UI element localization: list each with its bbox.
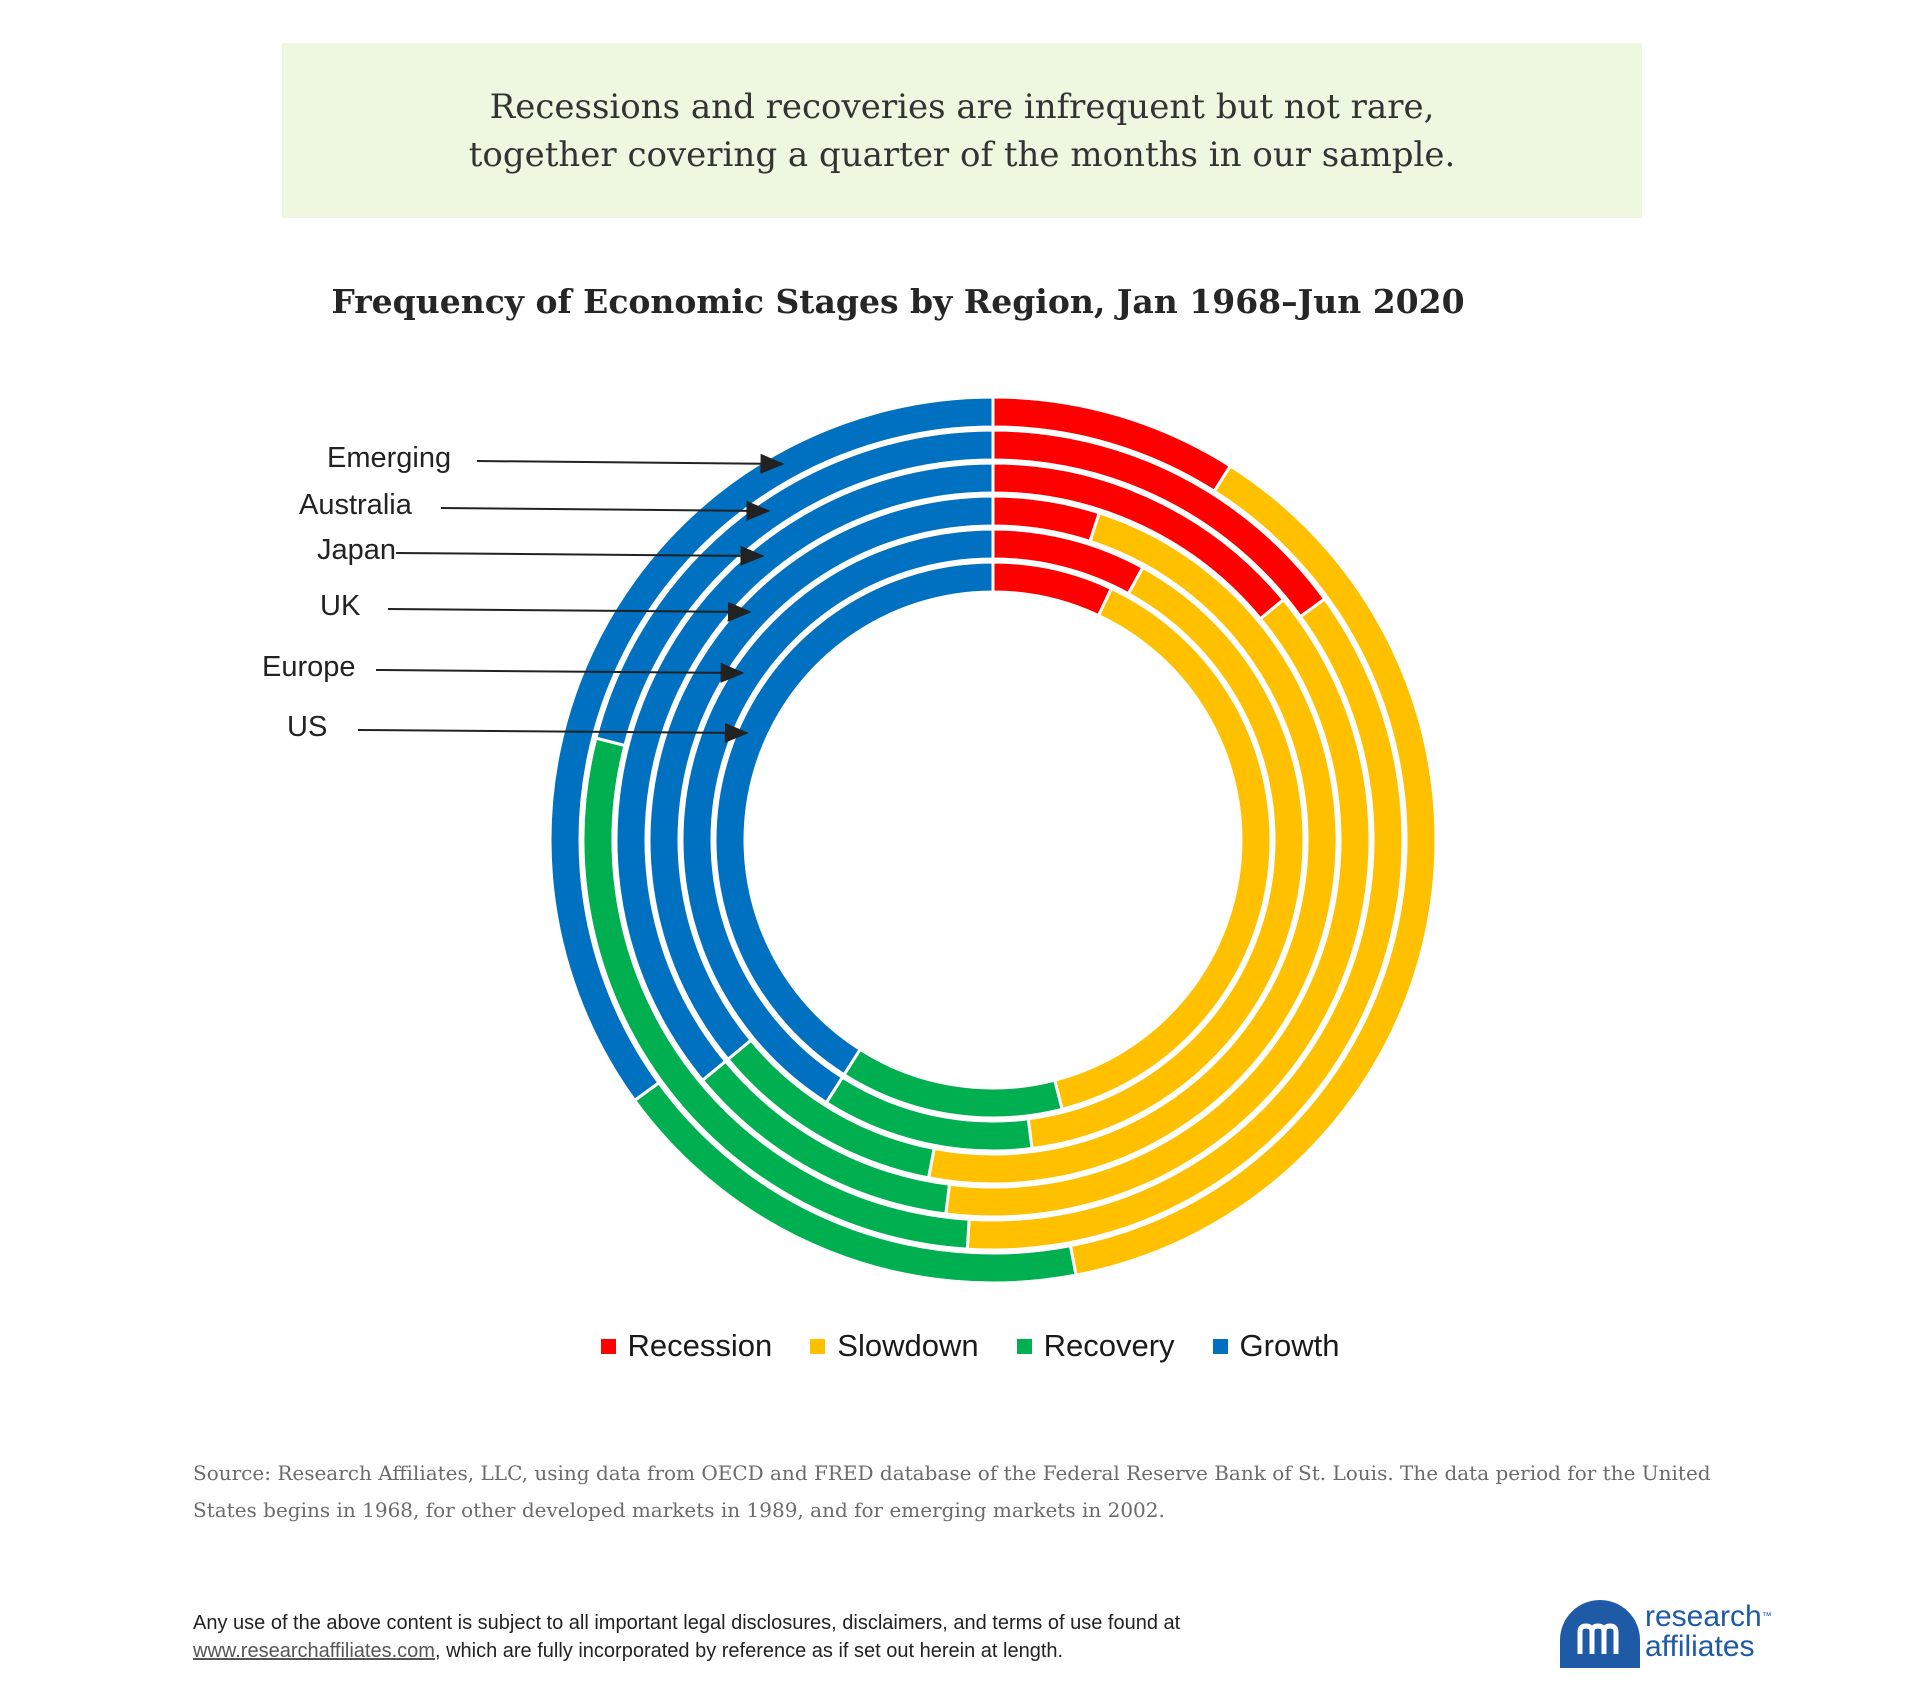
headline-line-2: together covering a quarter of the month… (468, 134, 1456, 175)
europe-growth-segment (680, 527, 995, 1105)
disclaimer-text: Any use of the above content is subject … (193, 1612, 1181, 1634)
uk-growth-segment (647, 494, 995, 1062)
region-label-uk: UK (320, 590, 361, 622)
legend-label-slowdown: Slowdown (837, 1328, 979, 1363)
chart-title: Frequency of Economic Stages by Region, … (331, 282, 1465, 321)
headline-banner: Recessions and recoveries are infrequent… (282, 43, 1642, 218)
logo-text: research™ affiliates (1645, 1602, 1772, 1662)
legend-item-growth: Growth (1212, 1328, 1340, 1364)
region-label-emerging: Emerging (327, 442, 452, 474)
logo-word-research: research (1645, 1600, 1762, 1633)
headline-line-1: Recessions and recoveries are infrequent… (489, 86, 1435, 127)
arrow-emerging (476, 453, 785, 474)
logo-trademark: ™ (1761, 1611, 1772, 1622)
legend-label-recession: Recession (627, 1328, 773, 1363)
source-note: Source: Research Affiliates, LLC, using … (193, 1461, 1711, 1522)
arrow-uk (387, 601, 752, 622)
australia-growth-segment (594, 428, 995, 748)
logo-mark-icon (1560, 1600, 1640, 1668)
slowdown-swatch (810, 1338, 826, 1354)
legend: Recession Slowdown Recovery Growth (0, 1328, 1920, 1364)
region-label-australia: Australia (299, 489, 412, 521)
legend-item-recession: Recession (600, 1328, 773, 1364)
us-growth-segment (713, 560, 995, 1077)
legal-disclaimer: Any use of the above content is subject … (193, 1609, 1393, 1665)
emerging-growth-segment (548, 395, 995, 1103)
arrow-us (357, 722, 749, 743)
legend-label-recovery: Recovery (1043, 1328, 1175, 1363)
disclaimer-text-rest: , which are fully incorporated by refere… (434, 1640, 1064, 1662)
growth-swatch (1212, 1338, 1228, 1354)
japan-growth-segment (614, 461, 995, 1083)
region-label-europe: Europe (262, 651, 356, 683)
website-link[interactable]: www.researchaffiliates.com (193, 1640, 435, 1662)
region-label-us: US (287, 711, 328, 743)
legend-label-growth: Growth (1239, 1328, 1340, 1363)
arrow-australia (440, 500, 771, 521)
recovery-swatch (1016, 1338, 1032, 1354)
legend-item-slowdown: Slowdown (810, 1328, 979, 1364)
legend-item-recovery: Recovery (1016, 1328, 1175, 1364)
logo-word-affiliates: affiliates (1645, 1630, 1755, 1663)
donut-rings (548, 395, 1438, 1285)
recession-swatch (600, 1338, 616, 1354)
region-label-japan: Japan (317, 534, 397, 566)
research-affiliates-logo: research™ affiliates (1560, 1600, 1790, 1670)
arrow-europe (375, 662, 745, 683)
arrow-japan (395, 545, 765, 566)
label-arrows (357, 453, 785, 743)
